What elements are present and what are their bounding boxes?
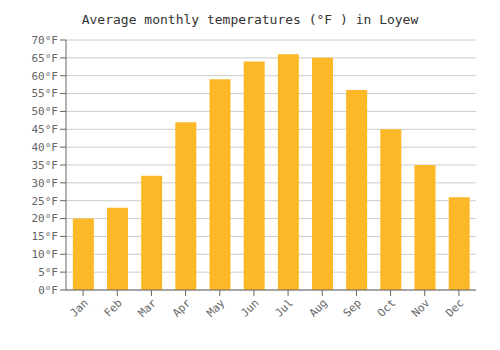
svg-text:Jun: Jun — [238, 296, 261, 319]
svg-text:25°F: 25°F — [32, 195, 59, 208]
svg-text:20°F: 20°F — [32, 212, 59, 225]
svg-text:70°F: 70°F — [32, 34, 59, 47]
svg-text:Aug: Aug — [307, 296, 330, 319]
html-text:Average monthly temperatures (: Average monthly temperatures (°F ) in Lo… — [81, 12, 419, 27]
svg-text:55°F: 55°F — [32, 87, 59, 100]
svg-text:Apr: Apr — [170, 296, 194, 320]
svg-text:Nov: Nov — [409, 296, 433, 320]
svg-text:30°F: 30°F — [32, 177, 59, 190]
svg-text:Jan: Jan — [67, 296, 90, 319]
svg-text:40°F: 40°F — [32, 141, 59, 154]
svg-text:60°F: 60°F — [32, 70, 59, 83]
svg-text:10°F: 10°F — [32, 248, 59, 261]
svg-text:65°F: 65°F — [32, 52, 59, 65]
svg-text:Jul: Jul — [272, 296, 295, 319]
svg-text:Feb: Feb — [102, 296, 125, 319]
svg-text:35°F: 35°F — [32, 159, 59, 172]
svg-text:5°F: 5°F — [38, 266, 58, 279]
svg-text:45°F: 45°F — [32, 123, 59, 136]
svg-text:50°F: 50°F — [32, 105, 59, 118]
svg-text:May: May — [204, 296, 228, 320]
svg-text:Oct: Oct — [375, 296, 398, 319]
svg-text:0°F: 0°F — [38, 284, 58, 297]
svg-text:15°F: 15°F — [32, 230, 59, 243]
svg-text:Dec: Dec — [443, 296, 466, 319]
svg-text:Sep: Sep — [341, 296, 364, 319]
svg-text:Mar: Mar — [136, 296, 160, 320]
